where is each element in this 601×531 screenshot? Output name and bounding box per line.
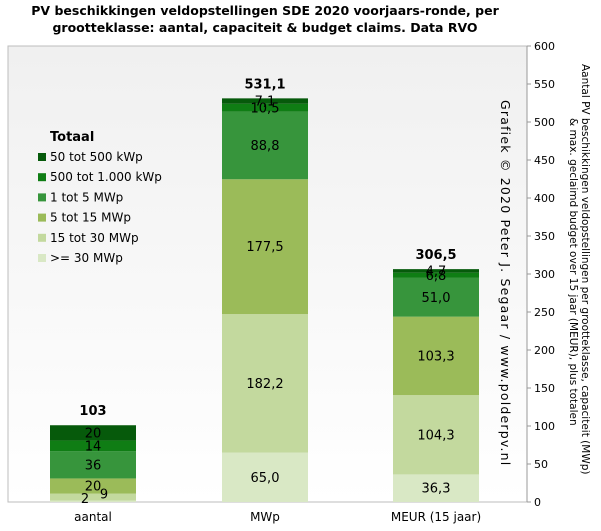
total-label-mwp: 531,1	[244, 77, 285, 92]
y-tick-label-600: 600	[534, 40, 555, 53]
y-axis: 0 50 100 150 200 250 300 350 400 450 500 550 600	[526, 40, 555, 509]
legend-swatch-5-tot-15-mwp	[38, 213, 46, 222]
y-tick-label-50: 50	[534, 458, 548, 471]
legend-swatch-15-tot-30-mwp	[38, 233, 46, 242]
bar-meur-15-jaar-1-tot-5-mwp	[393, 277, 479, 317]
bar-label-mwp-15-tot-30-mwp: 182,2	[246, 377, 283, 392]
bar-meur-15-jaar-5-tot-15-mwp	[393, 316, 479, 396]
x-tick-label-mwp: MWp	[250, 510, 280, 524]
total-label-meur-15-jaar: 306,5	[415, 248, 456, 263]
y-tick-label-500: 500	[534, 116, 555, 129]
bar-meur-15-jaar-500-tot-1-000-kwp	[393, 272, 479, 278]
bar-label-mwp-1-tot-5-mwp: 88,8	[251, 139, 280, 154]
bar-label-aantal-1-tot-5-mwp: 36	[85, 458, 102, 473]
legend-swatch-500-tot-1-000-kwp	[38, 173, 46, 182]
bar-aantal-5-tot-15-mwp	[50, 478, 136, 494]
watermark: Grafiek © 2020 Peter J. Segaar / www.pol…	[498, 100, 513, 466]
bar-mwp-15-tot-30-mwp	[222, 314, 308, 453]
bar-mwp-30-mwp	[222, 452, 308, 502]
bar-label-mwp-30-mwp: 65,0	[251, 471, 280, 486]
y-tick-label-450: 450	[534, 154, 555, 167]
bar-aantal-15-tot-30-mwp	[50, 493, 136, 501]
bar-label-meur-15-jaar-5-tot-15-mwp: 103,3	[417, 349, 454, 364]
legend-label-30-mwp: >= 30 MWp	[50, 251, 123, 265]
right-axis-title-line-1: Aantal PV beschikkingen veldopstellingen…	[579, 64, 591, 474]
bars-group: 2 92036142010365,0182,2177,588,810,57,153…	[50, 77, 479, 507]
bar-aantal-1-tot-5-mwp	[50, 451, 136, 479]
legend-label-500-tot-1-000-kwp: 500 tot 1.000 kWp	[50, 170, 162, 184]
legend-swatch-30-mwp	[38, 254, 46, 262]
x-tick-label-meur-15-jaar: MEUR (15 jaar)	[391, 510, 481, 524]
bar-label-mwp-5-tot-15-mwp: 177,5	[246, 240, 283, 255]
y-tick-label-250: 250	[534, 306, 555, 319]
right-axis-title-line-2: & max. geclaimd budget over 15 jaar (MEU…	[567, 118, 579, 426]
bar-mwp-5-tot-15-mwp	[222, 179, 308, 315]
legend-label-50-tot-500-kwp: 50 tot 500 kWp	[50, 150, 143, 164]
bar-label-aantal-15-tot-30-mwp: 9	[100, 488, 108, 503]
y-tick-label-350: 350	[534, 230, 555, 243]
legend-label-5-tot-15-mwp: 5 tot 15 MWp	[50, 211, 131, 225]
legend-swatch-50-tot-500-kwp	[38, 153, 46, 161]
chart-title-line-2: grootteklasse: aantal, capaciteit & budg…	[52, 20, 478, 35]
x-axis: aantal MWp MEUR (15 jaar)	[74, 510, 481, 524]
legend-swatch-1-tot-5-mwp	[38, 193, 46, 202]
x-tick-label-aantal: aantal	[74, 510, 112, 524]
bar-aantal-30-mwp	[50, 500, 136, 502]
legend-label-1-tot-5-mwp: 1 tot 5 MWp	[50, 190, 123, 204]
y-tick-label-300: 300	[534, 268, 555, 281]
chart-title: PV beschikkingen veldopstellingen SDE 20…	[0, 2, 530, 36]
bar-aantal-50-tot-500-kwp	[50, 425, 136, 441]
legend-title: Totaal	[50, 130, 94, 145]
bar-mwp-500-tot-1-000-kwp	[222, 103, 308, 112]
y-tick-label-550: 550	[534, 78, 555, 91]
y-tick-label-200: 200	[534, 344, 555, 357]
bar-mwp-1-tot-5-mwp	[222, 111, 308, 180]
y-tick-label-400: 400	[534, 192, 555, 205]
y-tick-label-100: 100	[534, 420, 555, 433]
bar-label-mwp-500-tot-1-000-kwp: 10,5	[251, 101, 280, 116]
bar-meur-15-jaar-15-tot-30-mwp	[393, 395, 479, 475]
total-label-aantal: 103	[79, 404, 106, 419]
bar-label-aantal-30-mwp: 2	[81, 492, 89, 507]
bar-meur-15-jaar-30-mwp	[393, 474, 479, 502]
y-tick-label-0: 0	[534, 496, 541, 509]
chart-title-line-1: PV beschikkingen veldopstellingen SDE 20…	[31, 3, 499, 18]
bar-label-meur-15-jaar-50-tot-500-kwp: 4,7	[426, 264, 447, 279]
bar-label-meur-15-jaar-15-tot-30-mwp: 104,3	[417, 428, 454, 443]
bar-label-meur-15-jaar-500-tot-1-000-kwp: 6,8	[426, 269, 447, 284]
bar-label-mwp-50-tot-500-kwp: 7,1	[255, 95, 276, 110]
bar-label-aantal-5-tot-15-mwp: 20	[85, 480, 102, 495]
bar-label-meur-15-jaar-1-tot-5-mwp: 51,0	[422, 291, 451, 306]
bar-label-aantal-50-tot-500-kwp: 20	[85, 426, 102, 441]
bar-aantal-500-tot-1-000-kwp	[50, 440, 136, 452]
bar-meur-15-jaar-50-tot-500-kwp	[393, 269, 479, 273]
y-tick-label-150: 150	[534, 382, 555, 395]
bar-label-aantal-500-tot-1-000-kwp: 14	[85, 439, 102, 454]
legend-label-15-tot-30-mwp: 15 tot 30 MWp	[50, 231, 139, 245]
legend: Totaal 50 tot 500 kWp 500 tot 1.000 kWp 1 t…	[38, 130, 162, 265]
bar-mwp-50-tot-500-kwp	[222, 98, 308, 104]
bar-label-meur-15-jaar-30-mwp: 36,3	[422, 482, 451, 497]
